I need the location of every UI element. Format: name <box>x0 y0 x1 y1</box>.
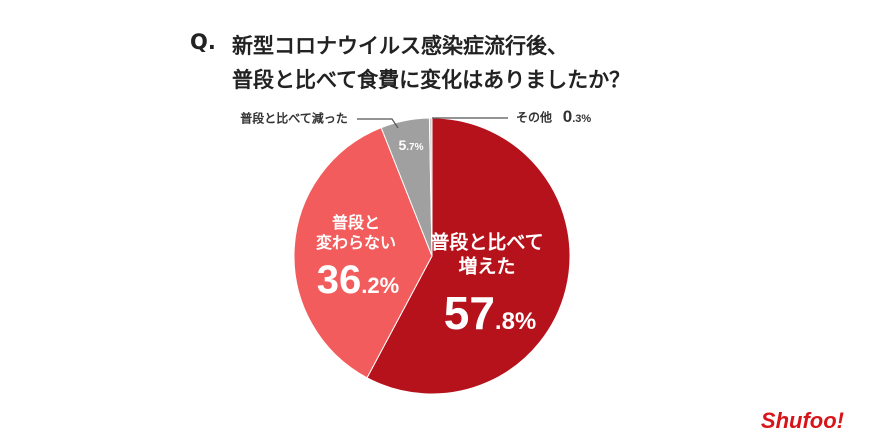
title-line: 新型コロナウイルス感染症流行後、 <box>232 34 568 58</box>
callout-line <box>357 118 399 129</box>
title-marker: Q. <box>190 30 216 54</box>
slice-label: 普段と比べて 増えた <box>430 231 544 277</box>
pie-slice <box>366 117 571 395</box>
pie-slice <box>428 117 433 257</box>
brand-logo: Shufoo! <box>760 408 844 433</box>
value-label: 57.8% <box>443 287 537 339</box>
value-label: 0.3% <box>562 107 592 126</box>
title-line: 普段と比べて食費に変化はありましたか？ <box>232 68 631 92</box>
value-label: 36.2% <box>316 258 400 302</box>
slice-label: 普段と 変わらない <box>315 213 397 252</box>
value-label: 5.7% <box>398 137 424 153</box>
pie-slice <box>293 127 433 379</box>
slice-label: 普段と比べて減った <box>240 111 348 126</box>
slice-label: その他 <box>515 110 553 125</box>
